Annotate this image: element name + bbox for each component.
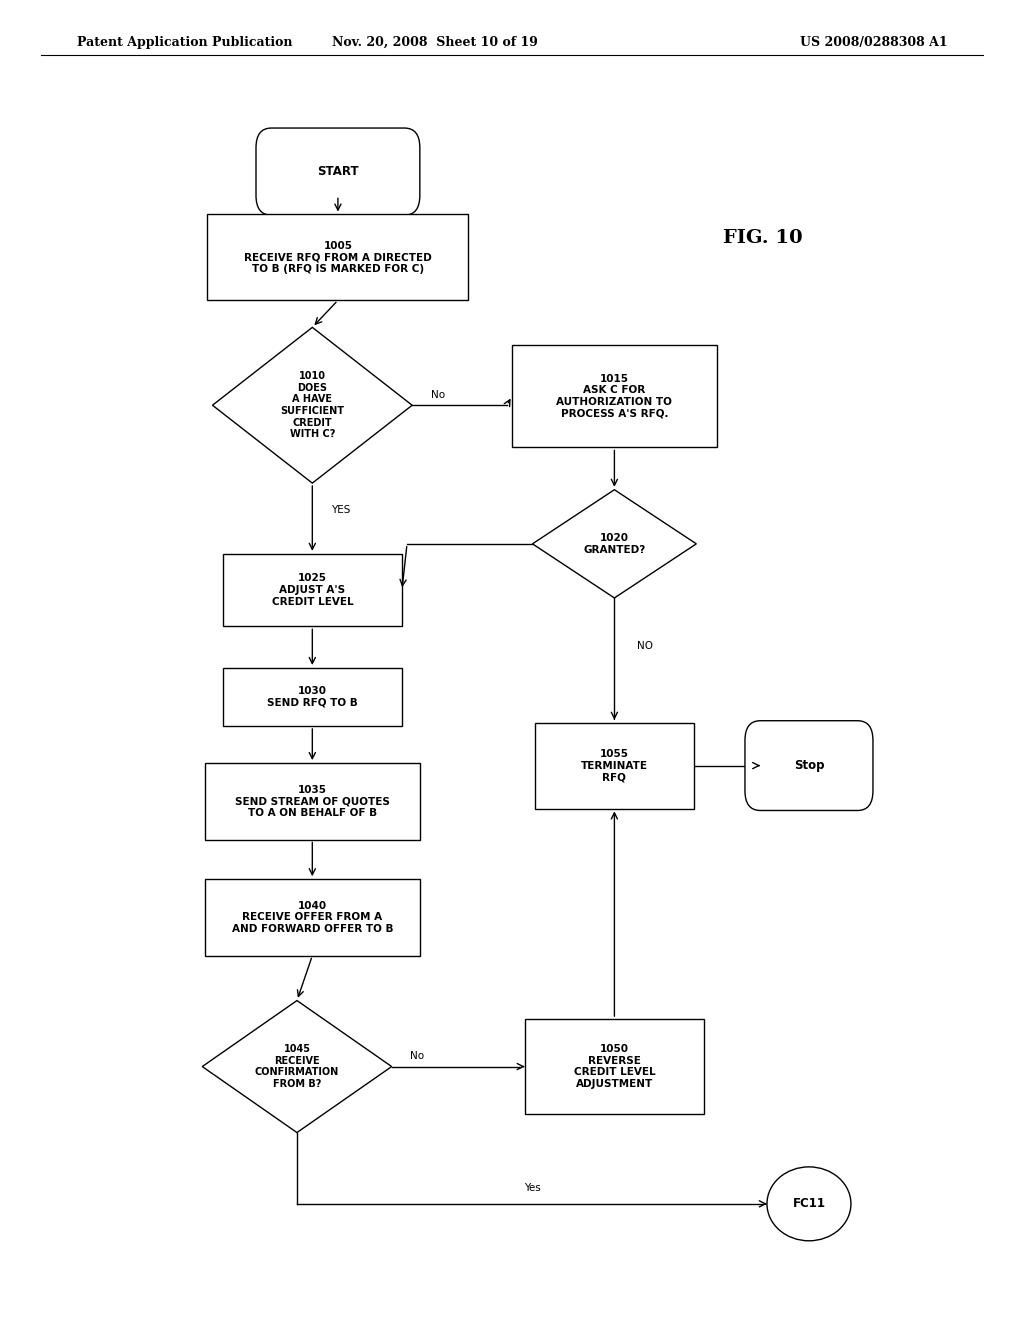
Text: 1015
ASK C FOR
AUTHORIZATION TO
PROCESS A'S RFQ.: 1015 ASK C FOR AUTHORIZATION TO PROCESS …	[556, 374, 673, 418]
Text: Yes: Yes	[523, 1183, 541, 1193]
Text: YES: YES	[331, 504, 350, 515]
Text: FIG. 10: FIG. 10	[723, 228, 803, 247]
Text: 1020
GRANTED?: 1020 GRANTED?	[584, 533, 645, 554]
Text: No: No	[411, 1051, 424, 1061]
FancyBboxPatch shape	[524, 1019, 705, 1114]
Text: 1005
RECEIVE RFQ FROM A DIRECTED
TO B (RFQ IS MARKED FOR C): 1005 RECEIVE RFQ FROM A DIRECTED TO B (R…	[244, 240, 432, 275]
Text: 1045
RECEIVE
CONFIRMATION
FROM B?: 1045 RECEIVE CONFIRMATION FROM B?	[255, 1044, 339, 1089]
Text: Nov. 20, 2008  Sheet 10 of 19: Nov. 20, 2008 Sheet 10 of 19	[332, 36, 539, 49]
Text: Patent Application Publication: Patent Application Publication	[77, 36, 292, 49]
FancyBboxPatch shape	[207, 214, 469, 300]
Text: 1050
REVERSE
CREDIT LEVEL
ADJUSTMENT: 1050 REVERSE CREDIT LEVEL ADJUSTMENT	[573, 1044, 655, 1089]
Text: Stop: Stop	[794, 759, 824, 772]
FancyBboxPatch shape	[512, 345, 717, 447]
Polygon shape	[213, 327, 412, 483]
Ellipse shape	[767, 1167, 851, 1241]
Text: START: START	[317, 165, 358, 178]
Text: FC11: FC11	[793, 1197, 825, 1210]
Text: 1025
ADJUST A'S
CREDIT LEVEL: 1025 ADJUST A'S CREDIT LEVEL	[271, 573, 353, 607]
Text: 1035
SEND STREAM OF QUOTES
TO A ON BEHALF OF B: 1035 SEND STREAM OF QUOTES TO A ON BEHAL…	[234, 784, 390, 818]
Text: No: No	[431, 389, 444, 400]
FancyBboxPatch shape	[223, 553, 401, 626]
FancyBboxPatch shape	[745, 721, 872, 810]
Text: US 2008/0288308 A1: US 2008/0288308 A1	[800, 36, 947, 49]
Text: 1030
SEND RFQ TO B: 1030 SEND RFQ TO B	[267, 686, 357, 708]
Polygon shape	[202, 1001, 391, 1133]
FancyBboxPatch shape	[223, 668, 401, 726]
FancyBboxPatch shape	[256, 128, 420, 215]
Text: 1055
TERMINATE
RFQ: 1055 TERMINATE RFQ	[581, 748, 648, 783]
FancyBboxPatch shape	[205, 763, 420, 840]
Polygon shape	[532, 490, 696, 598]
Text: NO: NO	[637, 642, 653, 651]
Text: 1010
DOES
A HAVE
SUFFICIENT
CREDIT
WITH C?: 1010 DOES A HAVE SUFFICIENT CREDIT WITH …	[281, 371, 344, 440]
FancyBboxPatch shape	[535, 723, 694, 808]
FancyBboxPatch shape	[205, 879, 420, 956]
Text: 1040
RECEIVE OFFER FROM A
AND FORWARD OFFER TO B: 1040 RECEIVE OFFER FROM A AND FORWARD OF…	[231, 900, 393, 935]
